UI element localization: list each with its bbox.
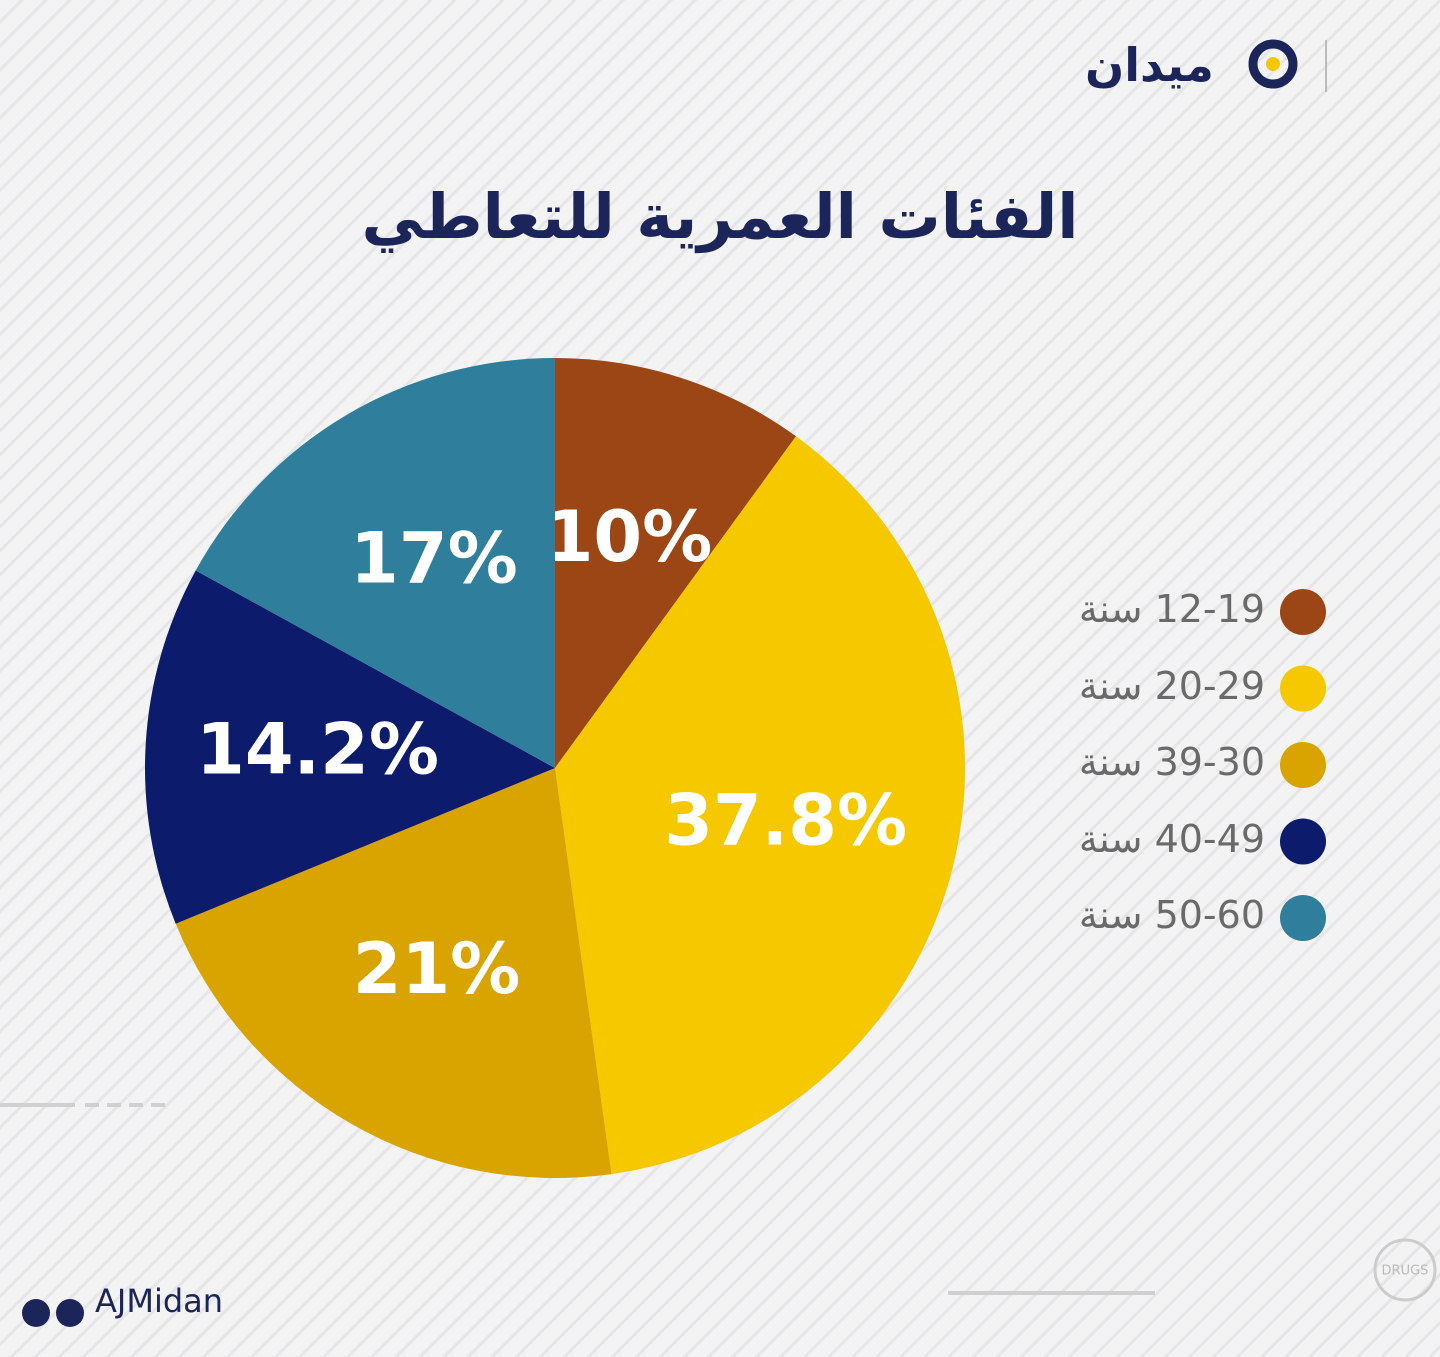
data-label: 37.8% [664, 780, 907, 862]
footer: AJMidan [95, 1282, 224, 1320]
legend-swatch [1280, 589, 1326, 635]
pie-slice [145, 570, 555, 924]
legend-swatch [1280, 895, 1326, 941]
legend-label: 12-19 سنة [1078, 587, 1265, 631]
pie-slice [175, 768, 612, 1178]
logo-dot [1266, 57, 1280, 71]
pie-slice [555, 436, 965, 1175]
decor-icon [1373, 1238, 1437, 1302]
legend-label: 39-30 سنة [1078, 740, 1265, 784]
pie-slice [555, 358, 796, 768]
brand: ميدان [1085, 38, 1214, 92]
facebook-icon [22, 1299, 50, 1327]
data-label: 17% [350, 517, 518, 599]
legend-swatch [1280, 665, 1326, 712]
chart-title: الفئات العمرية للتعاطي [361, 180, 1079, 253]
data-label: 14.2% [196, 709, 439, 791]
logo-icon [1248, 39, 1298, 89]
twitter-icon [56, 1299, 84, 1327]
legend-label: 40-49 سنة [1078, 816, 1265, 861]
data-label: 10% [545, 496, 713, 578]
data-label: 21% [353, 928, 521, 1010]
pie-slice [195, 358, 555, 768]
legend-swatch [1280, 742, 1326, 788]
legend-label: 50-60 سنة [1078, 893, 1265, 937]
legend-swatch [1280, 818, 1326, 865]
icon-text: DRUGS [1382, 1264, 1429, 1279]
legend-label: 20-29 سنة [1078, 663, 1265, 708]
